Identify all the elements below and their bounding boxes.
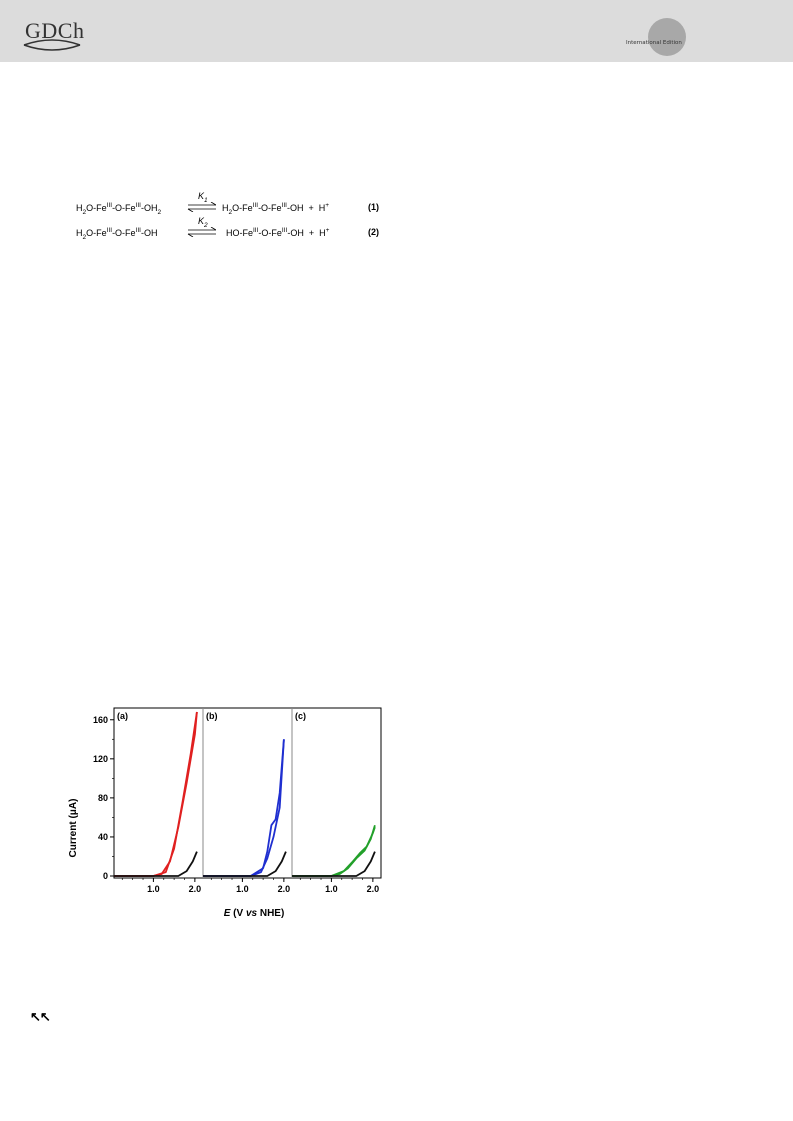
gdch-logo: GDCh <box>22 18 92 58</box>
panel-label: (c) <box>295 711 306 721</box>
y-tick-label: 160 <box>93 715 108 725</box>
cv-chart: (a) 1.0 2.0 0 40 80 120 160 (b) 1.0 2.0 (c) 1.0 2.0 C… <box>68 707 382 919</box>
cv-curve-1-2 <box>114 711 198 877</box>
y-axis-label: Current (μA) <box>68 799 79 858</box>
y-tick-label: 0 <box>103 871 108 881</box>
x-tick-label: 2.0 <box>189 884 202 894</box>
y-tick-label: 120 <box>93 754 108 764</box>
equation-1-left: H2O-FeIII-O-FeIII-OH2 <box>76 202 162 216</box>
cv-figure: (a) 1.0 2.0 0 40 80 120 160 (b) 1.0 2.0 (c) 1.0 2.0 C… <box>62 700 392 930</box>
cv-curve-2-1 <box>203 739 285 877</box>
equation-2-right: HO-FeIII-O-FeIII-OH + H+ <box>226 227 330 238</box>
y-tick-label: 80 <box>98 793 108 803</box>
equilibrium-arrow-icon <box>187 227 216 237</box>
panel-label: (b) <box>206 711 218 721</box>
cv-curve-3-2 <box>292 826 376 877</box>
x-tick-label: 1.0 <box>236 884 249 894</box>
cv-curve-3-3 <box>292 851 376 877</box>
cv-curve-1-3 <box>114 851 198 877</box>
equilibrium-arrow-icon <box>187 202 216 212</box>
cv-curve-2-2 <box>203 739 285 877</box>
plot-frame <box>113 707 382 879</box>
cv-curve-2-3 <box>203 851 287 877</box>
edition-badge-icon <box>648 18 686 56</box>
y-tick-label: 40 <box>98 832 108 842</box>
journal-header: GDCh International Edition <box>0 0 793 62</box>
equation-1-k: K1 <box>198 191 208 204</box>
equation-2-k: K2 <box>198 216 208 229</box>
x-axis-label: E (V vs NHE) <box>224 908 285 919</box>
equation-2-left: H2O-FeIII-O-FeIII-OH <box>76 227 158 241</box>
logo-text: GDCh <box>25 18 84 43</box>
equation-1-right: H2O-FeIII-O-FeIII-OH + H+ <box>222 202 330 216</box>
x-tick-label: 1.0 <box>325 884 338 894</box>
equation-1-number: (1) <box>368 202 379 212</box>
x-tick-label: 2.0 <box>278 884 291 894</box>
back-to-top-icon[interactable]: ↖↖ <box>30 1009 51 1024</box>
x-tick-label: 1.0 <box>147 884 160 894</box>
equation-2-number: (2) <box>368 227 379 237</box>
x-tick-label: 2.0 <box>367 884 380 894</box>
edition-text: International Edition <box>626 40 682 46</box>
panel-label: (a) <box>117 711 128 721</box>
